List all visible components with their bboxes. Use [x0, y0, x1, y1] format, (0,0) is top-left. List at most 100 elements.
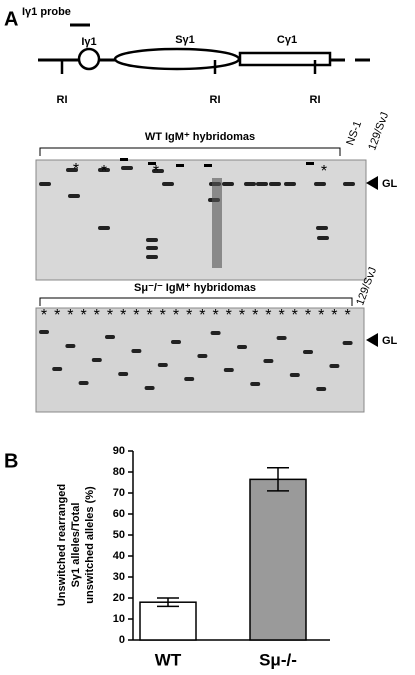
gel-band [316, 226, 328, 230]
gel-band [121, 166, 133, 170]
y-tick-label: 20 [113, 592, 125, 604]
gel-band [316, 387, 327, 391]
y-tick-label: 70 [113, 487, 125, 499]
gl-arrow [366, 176, 378, 190]
asterisk: * [146, 307, 152, 324]
gel-smear [212, 178, 222, 268]
gel-image [35, 159, 367, 281]
asterisk: * [252, 307, 258, 324]
asterisk: * [305, 307, 311, 324]
switch-region [113, 47, 241, 71]
y-tick-label: 40 [113, 550, 125, 562]
gel-image [35, 307, 365, 413]
gel-band [197, 354, 208, 358]
gel-band [263, 359, 274, 363]
asterisk: * [278, 307, 284, 324]
asterisk: * [239, 307, 245, 324]
dash [204, 164, 212, 167]
gel-band [289, 373, 300, 377]
gel-band [244, 182, 256, 186]
dash [120, 158, 128, 161]
asterisk: * [41, 307, 47, 324]
gel-band [39, 182, 51, 186]
constant-region [238, 51, 332, 67]
y-tick-label: 80 [113, 466, 125, 478]
gel-band [131, 349, 142, 353]
ri-label: RI [310, 94, 321, 106]
ri-label: RI [57, 94, 68, 106]
gel-band [78, 381, 89, 385]
asterisk: * [94, 307, 100, 324]
gel-band [222, 182, 234, 186]
dash [148, 162, 156, 165]
y-tick-label: 90 [113, 445, 125, 457]
asterisk: * [318, 307, 324, 324]
y-tick-label: 30 [113, 571, 125, 583]
gel-band [146, 255, 158, 259]
asterisk: * [331, 307, 337, 324]
ri-label: RI [210, 94, 221, 106]
gel-band [237, 345, 247, 349]
asterisk: * [199, 307, 205, 324]
asterisk: * [321, 163, 327, 180]
asterisk: * [173, 307, 179, 324]
asterisk: * [67, 307, 73, 324]
gel-band [91, 358, 102, 362]
asterisk: * [101, 163, 107, 180]
panel-label: A [4, 8, 18, 30]
lane-bracket [39, 297, 353, 306]
gel-title: WT IgM⁺ hybridomas [145, 131, 255, 143]
gel-band [162, 182, 174, 186]
dash [176, 164, 184, 167]
y-tick-label: 0 [119, 634, 125, 646]
probe-label: Iγ1 probe [22, 6, 71, 18]
asterisk: * [186, 307, 192, 324]
bar [139, 601, 197, 641]
dash [306, 162, 314, 165]
gel-band [284, 182, 296, 186]
asterisk: * [212, 307, 218, 324]
gel-band [65, 344, 76, 348]
region-label: Sγ1 [175, 34, 195, 46]
gel-band [52, 367, 63, 371]
gel-band [223, 368, 234, 372]
y-axis-label: unswitched alleles (%) [84, 486, 96, 604]
y-tick-label: 50 [113, 529, 125, 541]
asterisk: * [292, 307, 298, 324]
y-tick-label: 10 [113, 613, 125, 625]
gel-band [146, 238, 158, 242]
gel-band [39, 330, 49, 334]
lane-label: 129/SvJ [366, 111, 391, 152]
gel-band [152, 169, 164, 173]
gel-band [329, 364, 340, 368]
gel-band [210, 331, 221, 335]
asterisk: * [265, 307, 271, 324]
gel-band [66, 168, 78, 172]
asterisk: * [226, 307, 232, 324]
asterisk: * [107, 307, 113, 324]
gl-arrow [366, 333, 378, 347]
gel-band [105, 335, 115, 339]
bar [249, 478, 307, 641]
gl-label: GL [382, 178, 398, 190]
lane-bracket [39, 147, 341, 156]
gel-title: Sμ⁻/⁻ IgM⁺ hybridomas [134, 282, 256, 294]
gl-label: GL [382, 335, 398, 347]
asterisk: * [153, 163, 159, 180]
y-axis-label: Sγ1 alleles/Total [70, 503, 82, 588]
gel-band [343, 182, 355, 186]
gel-band [98, 226, 110, 230]
gel-band [303, 350, 313, 354]
gel-band [317, 236, 329, 240]
asterisk: * [344, 307, 350, 324]
gel-band [276, 336, 287, 340]
gel-band [98, 168, 110, 172]
panel-label: B [4, 450, 18, 472]
x-tick-label: WT [155, 650, 182, 669]
region-label: Iγ1 [81, 36, 96, 48]
gel-band [269, 182, 281, 186]
gel-band [146, 246, 158, 250]
region-label: Cγ1 [277, 34, 297, 46]
lane-label: NS-1 [344, 119, 364, 147]
